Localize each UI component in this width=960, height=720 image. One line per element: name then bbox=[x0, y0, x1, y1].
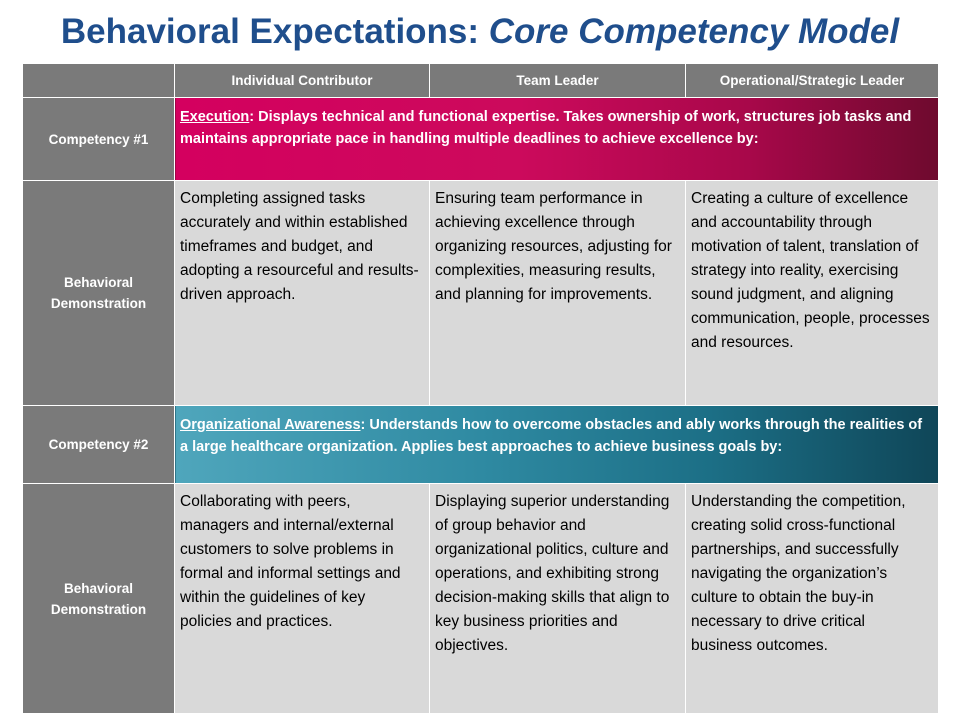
demonstration-1-individual-contributor: Completing assigned tasks accurately and… bbox=[174, 180, 430, 406]
behavioral-demonstration-2-row: Behavioral Demonstration Collaborating w… bbox=[22, 483, 939, 714]
competency-2-text: : Understands how to overcome obstacles … bbox=[180, 417, 923, 455]
competency-1-text: : Displays technical and functional expe… bbox=[180, 109, 912, 147]
competency-2-description: Organizational Awareness: Understands ho… bbox=[174, 405, 939, 484]
behavioral-demonstration-1-row: Behavioral Demonstration Completing assi… bbox=[22, 180, 939, 406]
header-blank-cell bbox=[22, 63, 175, 98]
behavioral-demonstration-1-label: Behavioral Demonstration bbox=[22, 180, 175, 406]
demonstration-2-operational-strategic-leader: Understanding the competition, creating … bbox=[685, 483, 939, 714]
title-italic: Core Competency Model bbox=[488, 12, 900, 51]
competency-1-row: Competency #1 Execution: Displays techni… bbox=[22, 97, 939, 181]
competency-1-term: Execution bbox=[180, 109, 250, 125]
competency-table: Individual Contributor Team Leader Opera… bbox=[22, 63, 939, 714]
title-main: Behavioral Expectations: bbox=[60, 12, 489, 51]
demonstration-1-operational-strategic-leader: Creating a culture of excellence and acc… bbox=[685, 180, 939, 406]
header-team-leader: Team Leader bbox=[429, 63, 686, 98]
demonstration-2-team-leader: Displaying superior understanding of gro… bbox=[429, 483, 686, 714]
page-title: Behavioral Expectations: Core Competency… bbox=[0, 4, 960, 60]
competency-2-row: Competency #2 Organizational Awareness: … bbox=[22, 405, 939, 484]
competency-1-label: Competency #1 bbox=[22, 97, 175, 181]
header-operational-strategic-leader: Operational/Strategic Leader bbox=[685, 63, 939, 98]
behavioral-demonstration-2-label: Behavioral Demonstration bbox=[22, 483, 175, 714]
header-row: Individual Contributor Team Leader Opera… bbox=[22, 63, 939, 98]
header-individual-contributor: Individual Contributor bbox=[174, 63, 430, 98]
demonstration-2-individual-contributor: Collaborating with peers, managers and i… bbox=[174, 483, 430, 714]
competency-1-description: Execution: Displays technical and functi… bbox=[174, 97, 939, 181]
competency-2-label: Competency #2 bbox=[22, 405, 175, 484]
competency-2-term: Organizational Awareness bbox=[180, 417, 361, 433]
demonstration-1-team-leader: Ensuring team performance in achieving e… bbox=[429, 180, 686, 406]
